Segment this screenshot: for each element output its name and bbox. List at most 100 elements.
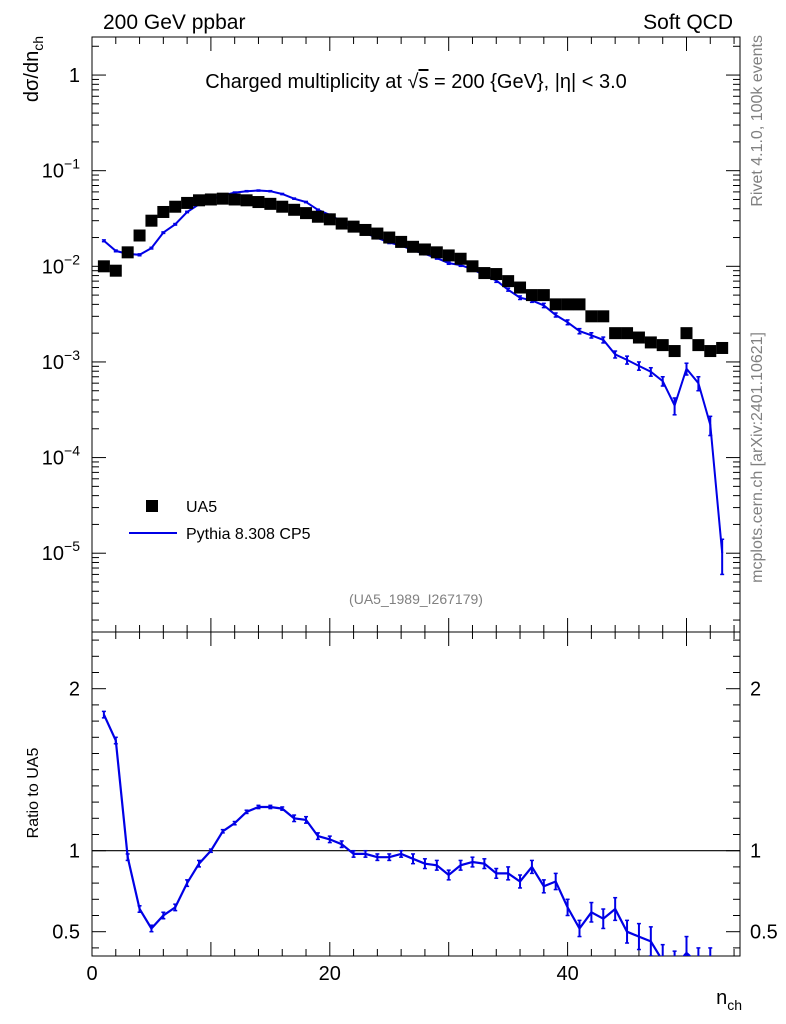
x-label-sub: ch	[727, 997, 742, 1013]
main-y-tick-label: 10−3	[42, 347, 80, 374]
main-y-tick-exponent: −5	[64, 538, 80, 554]
ua5-data-point	[609, 327, 622, 340]
ua5-data-point	[264, 197, 277, 210]
ua5-data-point	[121, 246, 134, 259]
main-series-layer	[97, 189, 729, 576]
x-tick-label: 40	[556, 963, 578, 985]
plot-title: Charged multiplicity at √s = 200 {GeV}, …	[205, 71, 627, 93]
ua5-data-point	[430, 246, 443, 259]
ratio-y-tick-label-right: 1	[750, 841, 761, 863]
ua5-data-point	[383, 231, 396, 244]
ua5-data-point	[466, 260, 479, 273]
ua5-data-point	[395, 235, 408, 248]
ua5-data-point	[276, 200, 289, 213]
ratio-y-tick-label-left: 0.5	[52, 922, 80, 944]
main-y-tick-label: 10−4	[42, 443, 80, 470]
ua5-data-point	[716, 341, 729, 354]
ua5-data-point	[359, 223, 372, 236]
analysis-watermark: (UA5_1989_I267179)	[349, 591, 483, 607]
main-axis-ticks: 110−110−210−310−410−5	[42, 37, 740, 632]
ua5-data-point	[193, 194, 206, 207]
ratio-axis-ticks: 2 2 1 1 0.5 0.5 0 20 40	[52, 632, 778, 985]
ua5-data-point	[169, 200, 182, 213]
main-y-tick-base: 10	[42, 161, 64, 183]
ratio-y-tick-label-right: 2	[750, 679, 761, 701]
main-y-axis-label: dσ/dnch	[21, 36, 46, 102]
ua5-data-point	[704, 345, 717, 358]
x-label-main: n	[716, 987, 727, 1009]
ua5-data-point	[145, 214, 158, 227]
x-axis-label: nch	[716, 987, 742, 1013]
header-right: Soft QCD	[643, 11, 733, 34]
ua5-data-point	[228, 193, 241, 206]
x-tick-label: 20	[319, 963, 341, 985]
ua5-data-point	[478, 267, 491, 280]
ua5-data-point	[454, 252, 467, 265]
ua5-data-point	[97, 260, 110, 273]
ua5-data-point	[252, 196, 265, 209]
ua5-data-point	[181, 196, 194, 209]
title-sqrt-sign: √	[408, 71, 419, 93]
ua5-data-point	[240, 194, 253, 207]
ua5-data-point	[644, 336, 657, 349]
ua5-data-point	[216, 192, 229, 205]
ua5-data-point	[573, 298, 586, 311]
ratio-clipped-group	[101, 710, 713, 956]
ua5-data-point	[549, 298, 562, 311]
main-y-tick-base: 10	[42, 543, 64, 565]
ua5-data-point	[561, 298, 574, 311]
title-suffix: = 200 {GeV}, |η| < 3.0	[428, 71, 626, 93]
legend-data-label: UA5	[186, 499, 217, 516]
ua5-data-point	[288, 203, 301, 216]
ratio-series-line	[102, 714, 692, 956]
main-y-tick-base: 10	[42, 256, 64, 278]
ua5-data-point	[407, 240, 420, 253]
ua5-data-point	[502, 275, 515, 288]
main-y-tick-label: 10−2	[42, 251, 80, 278]
ua5-data-point	[656, 339, 669, 352]
main-y-label-sub: ch	[30, 36, 46, 51]
ua5-data-point	[525, 289, 538, 302]
title-prefix: Charged multiplicity at	[205, 71, 407, 93]
ratio-series-layer	[101, 710, 713, 956]
ua5-data-point	[109, 264, 122, 277]
ua5-data-point	[597, 310, 610, 323]
mcplots-reference-text: mcplots.cern.ch [arXiv:2401.10621]	[749, 332, 766, 583]
x-tick-label: 0	[86, 963, 97, 985]
ua5-data-point	[632, 331, 645, 344]
ua5-data-point	[371, 227, 384, 240]
ua5-data-point	[335, 217, 348, 230]
ua5-data-point	[621, 327, 634, 340]
ua5-data-point	[347, 220, 360, 233]
ratio-y-tick-label-left: 2	[69, 679, 80, 701]
rivet-version-text: Rivet 4.1.0, 100k events	[749, 35, 766, 207]
ua5-data-point	[668, 345, 681, 358]
ua5-data-point	[585, 310, 598, 323]
ua5-data-point	[157, 205, 170, 218]
ratio-y-tick-label-left: 1	[69, 841, 80, 863]
main-y-tick-label: 10−5	[42, 538, 80, 565]
ua5-data-point	[204, 193, 217, 206]
legend-data-marker	[146, 500, 158, 512]
ua5-data-point	[537, 289, 550, 302]
main-y-label-main: dσ/dn	[21, 51, 43, 102]
ua5-data-point	[418, 243, 431, 256]
legend-mc-label: Pythia 8.308 CP5	[186, 526, 311, 543]
ua5-data-point	[442, 249, 455, 262]
main-y-tick-label: 1	[69, 65, 80, 87]
main-y-tick-base: 10	[42, 352, 64, 374]
ratio-plot-frame	[91, 631, 741, 957]
main-y-tick-base: 10	[42, 448, 64, 470]
main-y-tick-exponent: −2	[64, 251, 80, 267]
ua5-data-point	[490, 268, 503, 281]
main-y-tick-exponent: −3	[64, 347, 80, 363]
header-left: 200 GeV ppbar	[103, 11, 245, 34]
ua5-data-point	[300, 207, 313, 220]
ua5-data-point	[692, 339, 705, 352]
main-y-tick-exponent: −4	[64, 443, 80, 459]
main-y-tick-exponent: −1	[64, 156, 80, 172]
title-s: s	[418, 71, 428, 93]
main-y-tick-label: 10−1	[42, 156, 80, 183]
ua5-data-point	[680, 327, 693, 340]
